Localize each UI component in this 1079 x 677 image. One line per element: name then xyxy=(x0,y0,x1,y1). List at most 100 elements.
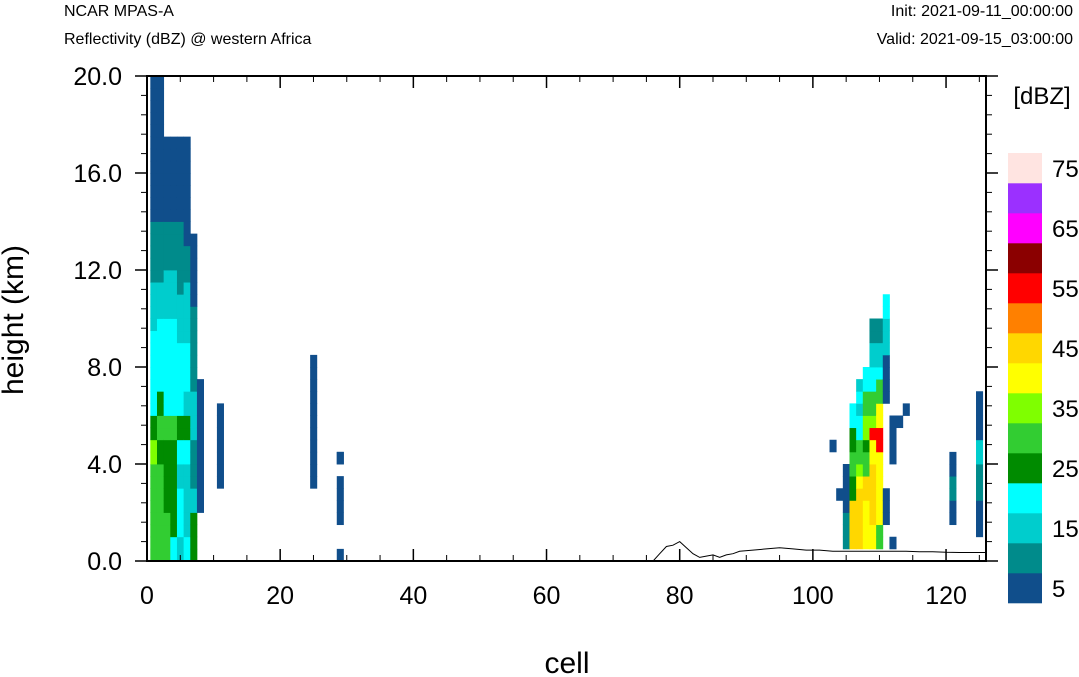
colorbar-swatch xyxy=(1008,423,1042,454)
reflectivity-cell xyxy=(190,379,198,392)
reflectivity-cell xyxy=(976,391,984,404)
reflectivity-cell xyxy=(856,464,864,477)
reflectivity-cell xyxy=(829,439,837,453)
reflectivity-cell xyxy=(170,536,178,550)
terrain-line xyxy=(147,540,986,562)
reflectivity-cell xyxy=(876,439,884,453)
reflectivity-cell xyxy=(176,197,185,210)
reflectivity-cell xyxy=(150,403,158,416)
reflectivity-cell xyxy=(176,354,185,368)
reflectivity-cell xyxy=(842,500,850,513)
reflectivity-cell xyxy=(949,464,957,477)
reflectivity-cell xyxy=(842,512,850,526)
reflectivity-cell xyxy=(170,488,178,501)
reflectivity-cell xyxy=(163,512,171,526)
reflectivity-cell xyxy=(862,500,870,513)
reflectivity-cell xyxy=(170,270,178,283)
reflectivity-cell xyxy=(150,379,158,392)
reflectivity-cell xyxy=(183,488,191,501)
reflectivity-cell xyxy=(183,415,191,429)
reflectivity-cell xyxy=(170,415,178,429)
reflectivity-cell xyxy=(862,512,870,526)
colorbar-label: 65 xyxy=(1052,216,1079,243)
reflectivity-cell xyxy=(190,500,198,513)
reflectivity-cell xyxy=(156,536,165,550)
reflectivity-cell xyxy=(842,476,850,489)
colorbar-label: 55 xyxy=(1052,276,1079,303)
reflectivity-cell xyxy=(156,148,165,162)
reflectivity-cell xyxy=(156,403,165,416)
reflectivity-cell xyxy=(170,148,178,162)
reflectivity-cell xyxy=(163,160,171,174)
reflectivity-cell xyxy=(862,536,870,550)
reflectivity-cell xyxy=(842,524,850,538)
reflectivity-cell xyxy=(163,209,171,222)
reflectivity-cell xyxy=(190,342,198,356)
reflectivity-cell xyxy=(176,185,185,198)
reflectivity-cell xyxy=(176,245,185,259)
reflectivity-cell xyxy=(869,415,877,429)
reflectivity-cell xyxy=(849,464,857,477)
reflectivity-cell xyxy=(176,391,185,404)
reflectivity-cell xyxy=(842,488,850,501)
reflectivity-cell xyxy=(163,306,171,319)
reflectivity-cell xyxy=(976,512,984,526)
reflectivity-cell xyxy=(170,160,178,174)
reflectivity-cell xyxy=(869,451,877,465)
reflectivity-cell xyxy=(856,415,864,429)
reflectivity-cell xyxy=(836,488,844,501)
reflectivity-cell xyxy=(183,354,191,368)
reflectivity-cell xyxy=(176,403,185,416)
reflectivity-cell xyxy=(196,379,204,392)
reflectivity-cell xyxy=(163,197,171,210)
colorbar-swatch xyxy=(1008,543,1042,574)
reflectivity-cell xyxy=(176,379,185,392)
reflectivity-cell xyxy=(183,500,191,513)
reflectivity-cell xyxy=(176,209,185,222)
reflectivity-cell xyxy=(882,342,890,356)
reflectivity-cell xyxy=(336,451,344,465)
reflectivity-cell xyxy=(862,451,870,465)
reflectivity-cell xyxy=(183,439,191,453)
reflectivity-cell xyxy=(876,403,884,416)
reflectivity-cell xyxy=(170,439,178,453)
reflectivity-cell xyxy=(876,342,884,356)
reflectivity-cell xyxy=(163,233,171,247)
reflectivity-cell xyxy=(156,342,165,356)
reflectivity-cell xyxy=(150,415,158,429)
reflectivity-cell xyxy=(150,88,158,101)
reflectivity-cell xyxy=(876,524,884,538)
x-axis-label: cell xyxy=(544,647,589,677)
reflectivity-cell xyxy=(849,524,857,538)
reflectivity-cell xyxy=(856,512,864,526)
reflectivity-cell xyxy=(876,354,884,368)
colorbar-swatch xyxy=(1008,453,1042,484)
valid-time: Valid: 2021-09-15_03:00:00 xyxy=(876,31,1073,48)
reflectivity-cell xyxy=(170,330,178,344)
reflectivity-cell xyxy=(876,427,884,441)
reflectivity-cell xyxy=(196,464,204,477)
reflectivity-cell xyxy=(176,318,185,332)
reflectivity-cell xyxy=(156,488,165,501)
reflectivity-cell xyxy=(190,306,198,319)
reflectivity-cell xyxy=(869,536,877,550)
reflectivity-cell xyxy=(170,257,178,271)
reflectivity-cell xyxy=(856,451,864,465)
reflectivity-cell xyxy=(183,245,191,259)
reflectivity-cell xyxy=(190,439,198,453)
colorbar-label: 5 xyxy=(1052,576,1065,603)
reflectivity-cell xyxy=(150,136,158,150)
reflectivity-cell xyxy=(216,415,224,429)
reflectivity-cell xyxy=(170,548,178,562)
colorbar-label: 75 xyxy=(1052,156,1079,183)
reflectivity-cell xyxy=(163,488,171,501)
reflectivity-cell xyxy=(190,524,198,538)
reflectivity-cell xyxy=(876,536,884,550)
reflectivity-cell xyxy=(156,136,165,150)
reflectivity-cell xyxy=(976,427,984,441)
reflectivity-cell xyxy=(849,403,857,416)
reflectivity-cell xyxy=(150,112,158,125)
colorbar-swatch xyxy=(1008,243,1042,274)
colorbar: 5 15 25 35 45 55 65 75 xyxy=(1008,153,1079,604)
reflectivity-cell xyxy=(882,391,890,404)
